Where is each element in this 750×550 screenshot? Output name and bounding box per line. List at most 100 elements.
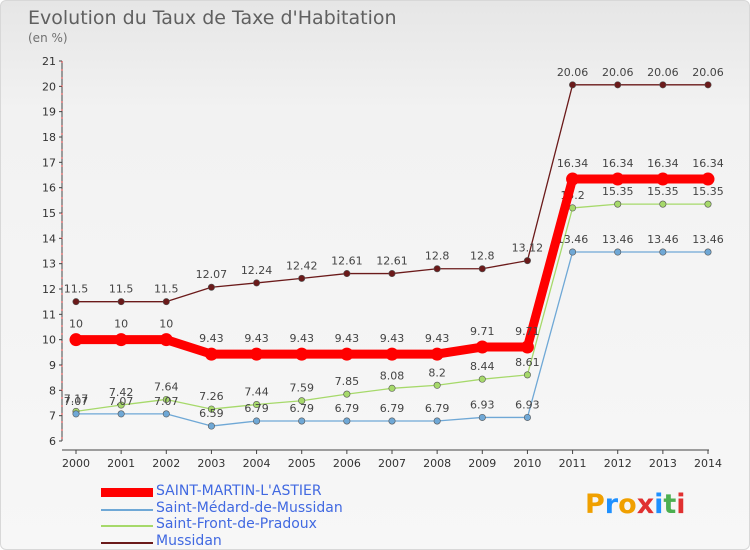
- data-point: [343, 390, 351, 398]
- data-point: [704, 200, 712, 208]
- data-label: 12.07: [196, 268, 228, 281]
- data-point: [701, 172, 715, 186]
- data-point: [250, 347, 264, 361]
- data-label: 9.43: [335, 332, 360, 345]
- legend-swatch: [101, 525, 153, 527]
- data-label: 7.59: [289, 382, 314, 395]
- data-point: [253, 401, 261, 409]
- x-tick-label: 2011: [559, 457, 587, 470]
- data-point: [162, 395, 170, 403]
- data-label: 11.5: [64, 283, 89, 296]
- data-label: 6.79: [380, 402, 405, 415]
- logo-letter: i: [676, 489, 686, 520]
- data-point: [117, 298, 125, 306]
- data-label: 16.34: [647, 157, 679, 170]
- data-label: 13.46: [557, 233, 589, 246]
- x-tick-label: 2001: [107, 457, 135, 470]
- data-label: 13.46: [692, 233, 724, 246]
- data-label: 8.08: [380, 369, 405, 382]
- data-point: [659, 81, 667, 89]
- data-point: [523, 257, 531, 265]
- data-point: [523, 413, 531, 421]
- data-label: 20.06: [557, 66, 589, 79]
- data-point: [298, 274, 306, 282]
- legend-label: Saint-Médard-de-Mussidan: [156, 499, 343, 516]
- data-label: 7.26: [199, 390, 224, 403]
- data-point: [569, 248, 577, 256]
- data-point: [433, 265, 441, 273]
- legend-swatch: [101, 508, 153, 511]
- data-label: 11.5: [109, 283, 134, 296]
- data-point: [433, 417, 441, 425]
- data-label: 6.79: [425, 402, 450, 415]
- data-label: 7.44: [244, 386, 269, 399]
- x-tick-label: 2009: [468, 457, 496, 470]
- x-tick-label: 2007: [378, 457, 406, 470]
- data-label: 12.24: [241, 264, 273, 277]
- data-point: [659, 200, 667, 208]
- y-tick-label: 13: [42, 258, 56, 271]
- data-point: [343, 417, 351, 425]
- y-tick-label: 14: [42, 232, 56, 245]
- legend-label: SAINT-MARTIN-L'ASTIER: [156, 483, 322, 499]
- data-label: 12.8: [425, 250, 450, 263]
- data-point: [569, 204, 577, 212]
- data-point: [478, 265, 486, 273]
- data-label: 20.06: [692, 66, 724, 79]
- data-point: [523, 371, 531, 379]
- logo-letter: o: [618, 489, 637, 520]
- data-label: 16.34: [602, 157, 634, 170]
- data-label: 7.07: [64, 395, 89, 408]
- data-label: 15.35: [602, 185, 634, 198]
- data-point: [340, 347, 354, 361]
- data-label: 6.79: [244, 402, 269, 415]
- x-tick-label: 2012: [604, 457, 632, 470]
- data-label: 13.46: [602, 233, 634, 246]
- data-label: 6.59: [199, 407, 224, 420]
- y-tick-label: 20: [42, 80, 56, 93]
- x-tick-label: 2002: [152, 457, 180, 470]
- y-tick-label: 9: [49, 359, 56, 372]
- data-point: [295, 347, 309, 361]
- data-point: [520, 340, 534, 354]
- data-point: [207, 283, 215, 291]
- data-point: [478, 375, 486, 383]
- data-label: 9.43: [199, 332, 224, 345]
- logo-letter: t: [663, 489, 677, 520]
- data-label: 15.35: [647, 185, 679, 198]
- x-tick-label: 2008: [423, 457, 451, 470]
- data-point: [385, 347, 399, 361]
- data-label: 6.79: [335, 402, 360, 415]
- data-point: [162, 410, 170, 418]
- y-tick-label: 7: [49, 410, 56, 423]
- logo-letter: x: [636, 489, 655, 520]
- data-point: [72, 298, 80, 306]
- data-point: [388, 270, 396, 278]
- legend-swatch: [101, 541, 153, 544]
- y-tick-label: 6: [49, 435, 56, 448]
- data-point: [253, 279, 261, 287]
- data-point: [475, 340, 489, 354]
- data-point: [253, 417, 261, 425]
- data-point: [298, 417, 306, 425]
- data-point: [207, 405, 215, 413]
- data-label: 15.35: [692, 185, 724, 198]
- data-label: 7.42: [109, 386, 134, 399]
- data-label: 9.71: [515, 325, 540, 338]
- y-tick-label: 16: [42, 182, 56, 195]
- logo-letter: i: [654, 489, 664, 520]
- x-tick-label: 2014: [694, 457, 722, 470]
- data-point: [704, 248, 712, 256]
- x-tick-label: 2010: [513, 457, 541, 470]
- data-point: [569, 81, 577, 89]
- data-label: 10: [69, 318, 83, 331]
- data-label: 20.06: [602, 66, 634, 79]
- y-tick-label: 15: [42, 207, 56, 220]
- data-point: [388, 417, 396, 425]
- data-point: [430, 347, 444, 361]
- data-label: 8.61: [515, 356, 540, 369]
- data-point: [343, 270, 351, 278]
- data-label: 12.61: [376, 255, 408, 268]
- data-label: 9.43: [380, 332, 405, 345]
- y-tick-label: 8: [49, 384, 56, 397]
